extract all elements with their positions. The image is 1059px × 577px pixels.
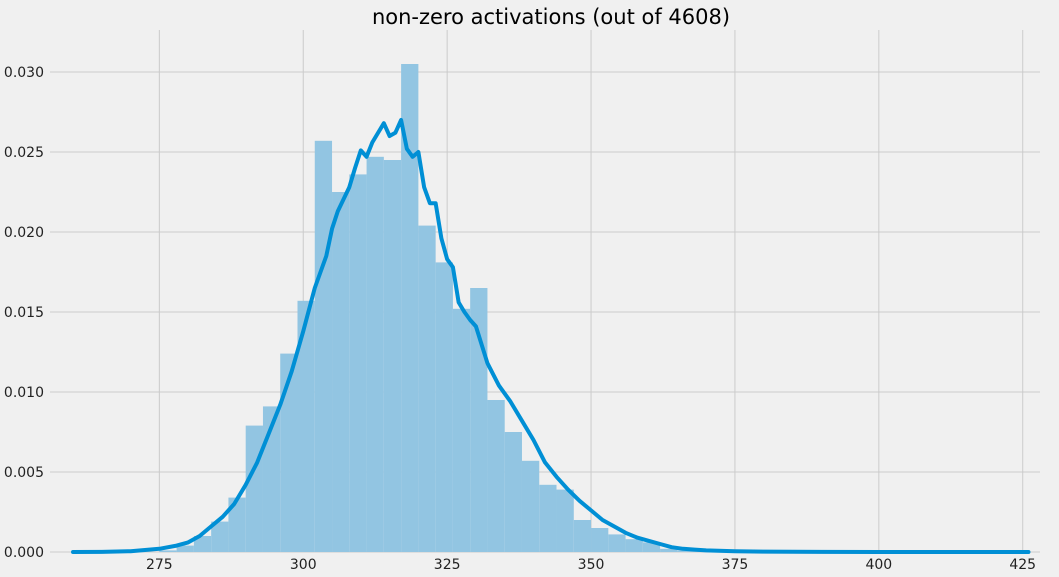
histogram-bar xyxy=(159,550,177,552)
histogram-bar xyxy=(211,521,229,552)
histogram-bar xyxy=(280,353,298,552)
x-tick-label: 325 xyxy=(434,557,461,573)
histogram-bar xyxy=(193,536,212,552)
x-tick-label: 300 xyxy=(290,557,317,573)
histogram-bar xyxy=(591,528,609,552)
x-tick-label: 425 xyxy=(1009,557,1036,573)
y-tick-label: 0.005 xyxy=(4,465,44,481)
chart-title: non-zero activations (out of 4608) xyxy=(372,5,730,29)
x-tick-label: 350 xyxy=(578,557,605,573)
histogram-bar xyxy=(470,288,488,552)
histogram-bar xyxy=(383,160,402,552)
histogram-bar xyxy=(366,156,384,553)
y-tick-label: 0.020 xyxy=(4,225,44,241)
histogram-bar xyxy=(314,140,333,553)
y-tick-label: 0.000 xyxy=(4,545,44,561)
histogram-bar xyxy=(452,308,471,552)
histogram-bar xyxy=(228,497,246,552)
histogram-bar xyxy=(401,64,419,552)
histogram-bar xyxy=(435,262,453,552)
histogram-bar xyxy=(556,489,574,552)
histogram-bar xyxy=(660,548,678,552)
axis-tick-labels: 0.000 0.005 0.010 0.015 0.020 0.025 0.030 275 30… xyxy=(4,65,1036,573)
histogram-bar xyxy=(487,400,505,552)
histogram-bar xyxy=(262,406,281,552)
histogram-bar xyxy=(176,545,194,552)
histogram-bar xyxy=(642,542,661,552)
histogram-bar xyxy=(418,225,436,552)
y-tick-label: 0.015 xyxy=(4,305,44,321)
histogram-bar xyxy=(573,520,592,552)
y-tick-label: 0.010 xyxy=(4,385,44,401)
histogram-bar xyxy=(297,300,315,552)
y-tick-label: 0.025 xyxy=(4,145,44,161)
kde-curve-group xyxy=(71,118,1031,554)
histogram-bar xyxy=(521,460,540,552)
kde-line xyxy=(71,118,1031,554)
y-tick-label: 0.030 xyxy=(4,65,44,81)
histogram-bar xyxy=(349,174,367,552)
histogram-bar xyxy=(332,192,350,552)
histogram-bar xyxy=(608,534,626,552)
x-tick-label: 275 xyxy=(146,557,173,573)
histogram-bar xyxy=(677,550,695,552)
x-tick-label: 400 xyxy=(865,557,892,573)
histogram-bar xyxy=(504,432,522,552)
x-tick-label: 375 xyxy=(722,557,749,573)
histogram-bar xyxy=(539,484,557,552)
histogram-bar xyxy=(625,539,643,552)
histogram-bar xyxy=(245,425,263,552)
